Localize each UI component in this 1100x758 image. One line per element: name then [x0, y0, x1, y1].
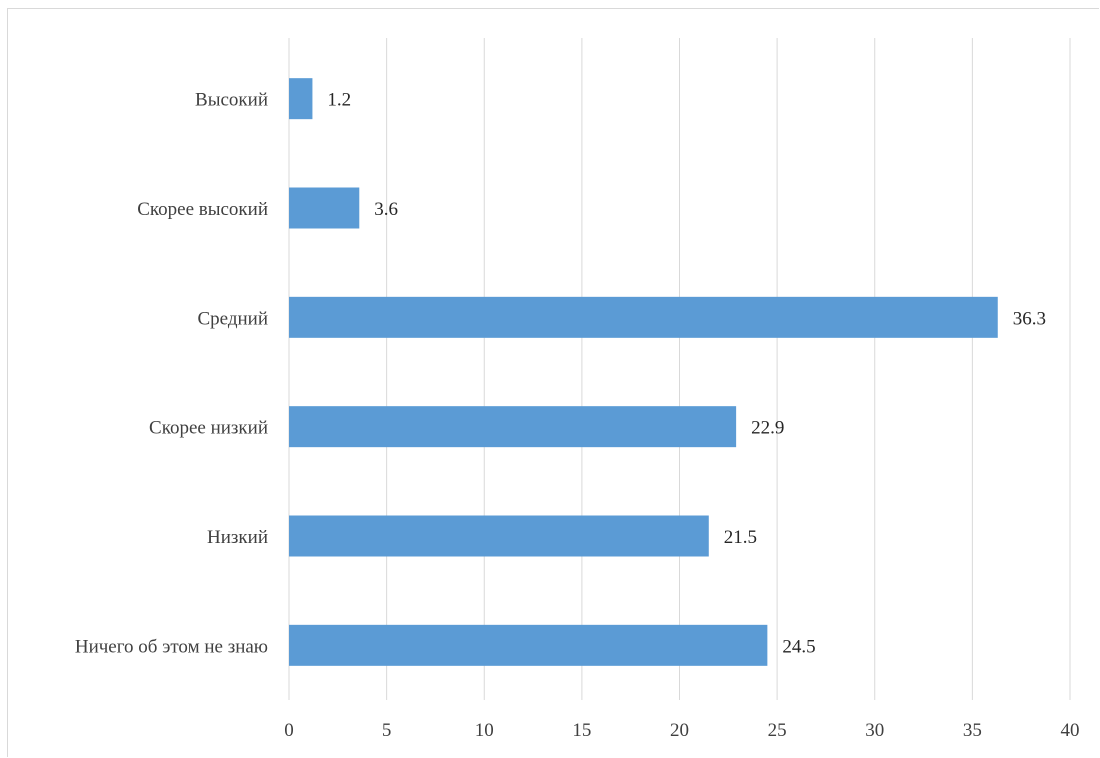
data-label: 1.2 — [327, 90, 351, 111]
bar-0 — [289, 78, 313, 120]
data-label: 3.6 — [374, 199, 398, 220]
x-tick-label: 15 — [572, 720, 591, 741]
category-label: Скорее высокий — [137, 199, 268, 220]
x-tick-label: 30 — [865, 720, 884, 741]
bar-4 — [289, 515, 709, 557]
x-tick-label: 35 — [963, 720, 982, 741]
x-tick-label: 0 — [284, 720, 294, 741]
data-label: 24.5 — [782, 636, 815, 657]
x-tick-label: 40 — [1061, 720, 1080, 741]
category-label: Низкий — [207, 527, 268, 548]
bar-5 — [289, 624, 768, 666]
bar-2 — [289, 296, 998, 338]
data-label: 22.9 — [751, 418, 784, 439]
category-label: Высокий — [195, 90, 268, 111]
x-tick-label: 5 — [382, 720, 392, 741]
category-label: Скорее низкий — [149, 418, 268, 439]
labels: 0 5 10 15 20 25 30 35 40 Высокий 1.2 Скорее высокий… — [75, 90, 1080, 741]
bars — [289, 78, 998, 666]
bar-1 — [289, 187, 360, 229]
bar-3 — [289, 406, 737, 448]
x-tick-label: 25 — [768, 720, 787, 741]
gridlines — [288, 38, 1071, 700]
x-tick-label: 10 — [475, 720, 494, 741]
category-label: Ничего об этом не знаю — [75, 636, 268, 657]
category-label: Средний — [197, 308, 268, 329]
data-label: 36.3 — [1013, 308, 1046, 329]
x-tick-label: 20 — [670, 720, 689, 741]
data-label: 21.5 — [724, 527, 757, 548]
